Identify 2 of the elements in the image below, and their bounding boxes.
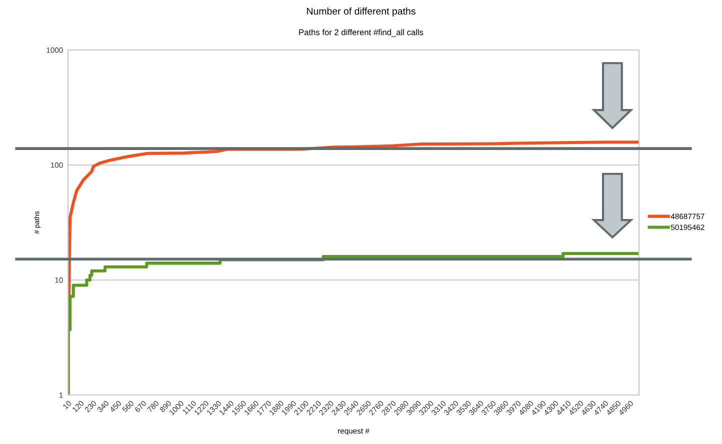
- chart-title: Number of different paths: [307, 7, 416, 17]
- chart-subtitle: Paths for 2 different #find_all calls: [299, 29, 424, 37]
